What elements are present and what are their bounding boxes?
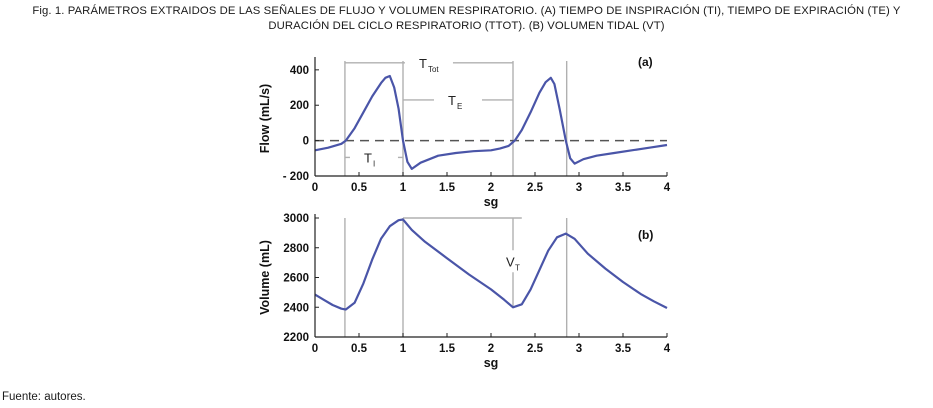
flow-x-tick-label-2: 1 (400, 182, 407, 194)
flow-x-tick-label-5: 2.5 (527, 182, 544, 194)
flow-x-tick-label-1: 0.5 (351, 182, 368, 194)
volume-x-tick-label-4: 2 (488, 343, 494, 355)
volume-x-tick-label-7: 3.5 (615, 343, 632, 355)
flow-panel-tag: (a) (638, 55, 653, 69)
flow-x-tick-label-0: 0 (312, 182, 318, 194)
caption-line-1: PARÁMETROS EXTRAIDOS DE LAS SEÑALES DE F… (67, 5, 901, 17)
flow-y-tick-label-2: 0 (303, 136, 309, 148)
volume-y-tick-label-3: 2400 (283, 302, 309, 314)
flow-y-axis-title: Flow (mL/s) (258, 84, 272, 153)
caption-line-2: DURACIÓN DEL CICLO RESPIRATORIO (TTOT). … (268, 20, 665, 32)
volume-x-tick-label-5: 2.5 (527, 343, 544, 355)
flow-annot-label-0: T (419, 56, 427, 71)
volume-series-line-0 (314, 218, 668, 311)
caption-label: Fig. 1. (32, 5, 65, 17)
volume-x-tick-label-6: 3 (576, 343, 582, 355)
volume-y-tick-label-2: 2600 (283, 273, 309, 285)
source-note: Fuente: autores. (2, 391, 86, 403)
volume-x-tick-label-0: 0 (312, 343, 318, 355)
volume-x-tick-label-3: 1.5 (439, 343, 456, 355)
flow-y-tick-label-3: - 200 (283, 171, 309, 183)
flow-annot-label-1: T (448, 93, 456, 108)
volume-annot-bg-0 (504, 250, 526, 273)
flow-x-tick-label-8: 4 (664, 182, 671, 194)
flow-x-tick-label-7: 3.5 (615, 182, 632, 194)
volume-y-tick-label-1: 2800 (283, 243, 309, 255)
flow-annot-sub-2: I (373, 159, 375, 168)
flow-annot-sub-0: Tot (428, 65, 439, 74)
flow-series-line-0 (314, 74, 668, 170)
figure-caption: Fig. 1. PARÁMETROS EXTRAIDOS DE LAS SEÑA… (0, 4, 933, 34)
flow-annot-sub-1: E (457, 102, 462, 111)
flow-x-tick-label-6: 3 (576, 182, 582, 194)
volume-y-tick-label-0: 3000 (283, 213, 309, 225)
flow-y-tick-label-0: 400 (290, 65, 309, 77)
volume-y-tick-label-4: 2200 (283, 332, 309, 344)
volume-annot-sub-0: T (515, 263, 520, 272)
flow-x-tick-label-4: 2 (488, 182, 494, 194)
volume-x-axis-title: sg (484, 356, 499, 370)
volume-x-tick-label-2: 1 (400, 343, 407, 355)
volume-y-axis-title: Volume (mL) (258, 240, 272, 315)
flow-x-axis-title: sg (484, 195, 499, 209)
volume-x-tick-label-8: 4 (664, 343, 671, 355)
volume-annot-label-0: V (506, 254, 515, 269)
volume-panel-tag: (b) (638, 228, 653, 242)
volume-x-tick-label-1: 0.5 (351, 343, 368, 355)
flow-annot-label-2: T (364, 150, 372, 165)
flow-y-tick-label-1: 200 (290, 100, 309, 112)
flow-x-tick-label-3: 1.5 (439, 182, 456, 194)
